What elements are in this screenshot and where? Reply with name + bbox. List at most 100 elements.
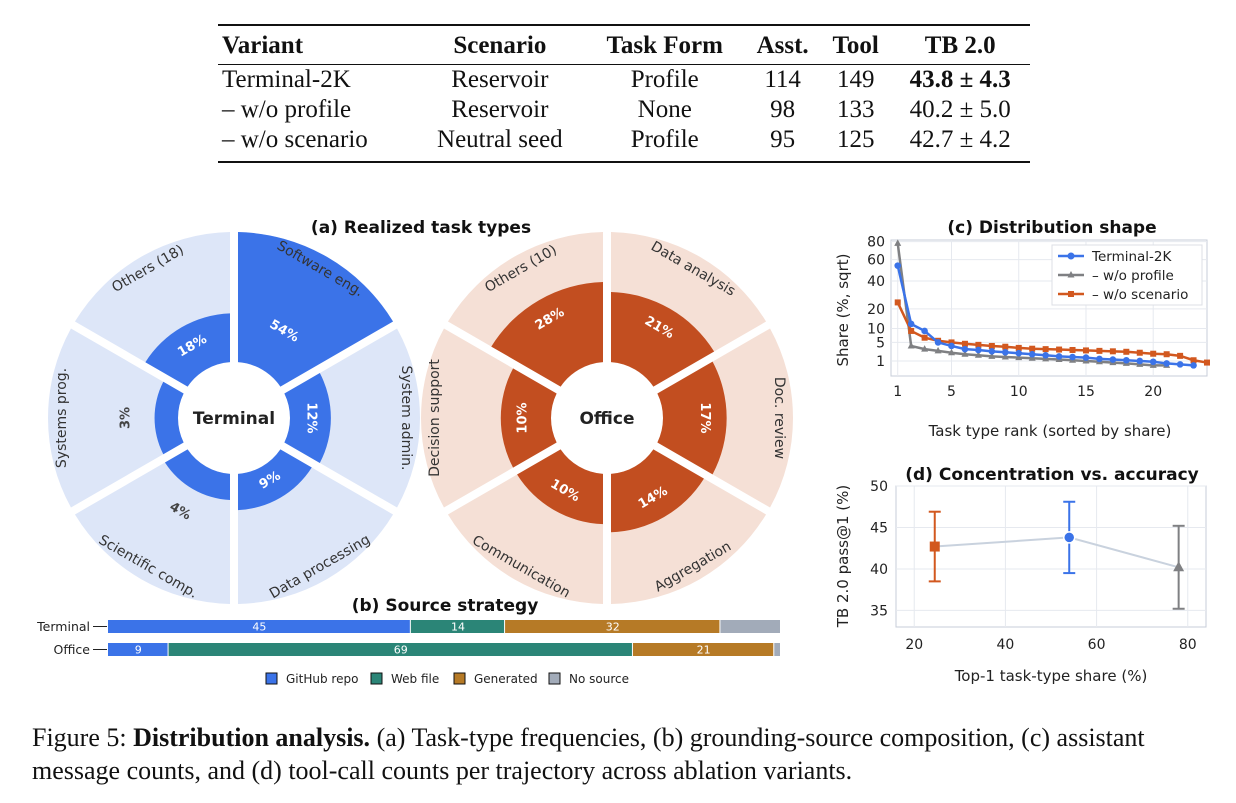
x-tick-label: 10	[1010, 384, 1028, 400]
table-cell: Profile	[630, 66, 699, 93]
series-point	[1082, 347, 1089, 354]
stacked-bar-segment	[410, 620, 505, 633]
x-tick-label: 20	[1144, 384, 1162, 400]
series-point	[1136, 349, 1143, 356]
panel-a-title: (a) Realized task types	[311, 218, 531, 238]
series-point	[1190, 362, 1197, 369]
legend-label: No source	[569, 672, 629, 686]
series-point	[948, 339, 955, 346]
series-point	[1042, 351, 1049, 359]
table-cell: 149	[836, 66, 875, 93]
stacked-bar-segment	[168, 643, 632, 656]
table-cell: Profile	[585, 125, 745, 163]
series-point	[961, 350, 969, 357]
x-tick-label: 15	[1077, 384, 1095, 400]
col-header: TB 2.0	[890, 25, 1030, 65]
table-cell: – w/o scenario	[218, 125, 415, 163]
series-point	[1136, 357, 1144, 365]
donut-value-sector	[517, 449, 604, 525]
series-point	[1028, 350, 1036, 358]
panel-b-title: (b) Source strategy	[352, 596, 539, 616]
x-tick-label: 40	[996, 637, 1014, 653]
donut-value-sector	[500, 368, 557, 468]
data-point	[1062, 531, 1076, 544]
y-tick-label: 10	[867, 322, 885, 338]
stacked-bar-segment	[632, 643, 774, 656]
sector-percent-label: 3%	[119, 407, 134, 429]
series-point	[1190, 357, 1197, 364]
sector-category-label: System admin.	[398, 366, 414, 471]
series-point	[1096, 355, 1103, 363]
series-point	[988, 352, 996, 359]
series-point	[1163, 360, 1170, 367]
caption-bold: Distribution analysis.	[133, 723, 371, 752]
y-tick-label: 60	[867, 253, 885, 269]
series-point	[907, 341, 915, 349]
table-row: Terminal-2K Reservoir Profile 114 149 43…	[218, 65, 1030, 96]
stacked-bar-value: 32	[606, 621, 620, 634]
col-header: Variant	[218, 25, 415, 65]
stacked-bar-segment	[774, 643, 780, 656]
series-point	[1055, 353, 1063, 360]
series-point	[1082, 354, 1090, 361]
caption-rest: (a) Task-type frequencies, (b) grounding…	[32, 723, 1145, 785]
stacked-bar-value: 21	[697, 644, 711, 657]
series-point	[907, 320, 915, 328]
series-point	[921, 334, 928, 341]
series-point	[1002, 343, 1009, 350]
legend-swatch	[265, 672, 278, 685]
y-axis-label: Share (%, sqrt)	[834, 254, 852, 367]
series-point	[988, 348, 996, 355]
stacked-bar-value: 14	[451, 621, 465, 634]
y-tick-label: 40	[870, 562, 888, 578]
series-point	[961, 345, 969, 353]
series-point	[894, 262, 902, 269]
table-cell: Terminal-2K	[222, 66, 351, 93]
donut-value-sector	[657, 361, 727, 475]
y-tick-label: 50	[870, 479, 888, 495]
table-cell: Reservoir	[451, 66, 549, 93]
series-point	[1015, 353, 1023, 361]
legend-label: – w/o scenario	[1092, 287, 1188, 303]
data-point	[929, 541, 940, 552]
sector-category-label: Decision support	[427, 359, 443, 477]
series-point	[1069, 353, 1076, 361]
donut-value-sector	[164, 449, 231, 501]
series-point	[1029, 345, 1036, 352]
y-tick-label: 5	[876, 335, 885, 351]
table-cell: 42.7 ± 4.2	[890, 125, 1030, 163]
series-point	[961, 340, 968, 347]
series-point	[1001, 348, 1009, 356]
stacked-bar-value: 69	[394, 644, 408, 657]
y-axis-label: TB 2.0 pass@1 (%)	[834, 485, 852, 628]
sector-percent-label: 17%	[697, 402, 712, 433]
legend-marker	[1068, 291, 1074, 297]
donut-value-sector	[237, 449, 312, 511]
table-row: – w/o profile Reservoir None 98 133 40.2…	[218, 95, 1030, 125]
x-axis-label: Top-1 task-type share (%)	[954, 667, 1148, 685]
donut-background-sector	[47, 328, 184, 508]
table-cell: 98	[770, 96, 796, 123]
col-header: Asst.	[744, 25, 821, 65]
sector-category-label: Systems prog.	[54, 368, 70, 468]
donut-value-sector	[610, 291, 715, 387]
table-cell: Neutral seed	[414, 125, 586, 163]
col-header: Scenario	[414, 25, 586, 65]
series-point	[1069, 346, 1076, 353]
donut-value-sector	[491, 282, 604, 387]
y-tick-label: 45	[870, 520, 888, 536]
x-tick-label: 80	[1179, 637, 1197, 653]
table-cell: None	[637, 96, 692, 123]
donut-background-sector	[284, 328, 420, 508]
donut-value-sector	[237, 232, 394, 387]
donut-center-hole	[555, 366, 659, 470]
series-point	[1109, 348, 1116, 355]
stacked-bar-value: 45	[252, 621, 266, 634]
legend-label: Web file	[391, 672, 439, 686]
stacked-bar-segment	[505, 620, 720, 633]
y-tick-label: 20	[867, 302, 885, 318]
series-point	[1177, 352, 1184, 359]
series-point	[934, 346, 942, 354]
legend-marker	[1067, 271, 1075, 278]
figure-caption: Figure 5: Distribution analysis. (a) Tas…	[32, 721, 1222, 787]
